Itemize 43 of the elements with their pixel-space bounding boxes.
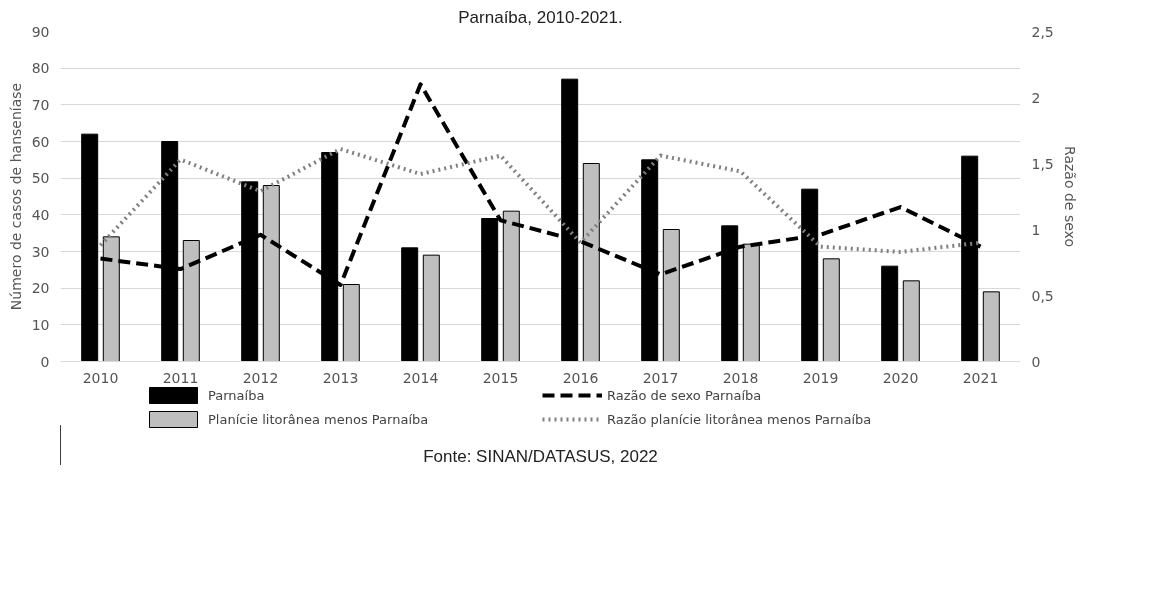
x-tick-label: 2018 — [722, 369, 759, 386]
bar — [982, 291, 1000, 362]
bar — [401, 247, 419, 362]
y2-tick-label: 1,5 — [1031, 155, 1054, 172]
y2-tick-label: 2 — [1031, 89, 1041, 106]
bar — [822, 258, 840, 362]
x-tick-label: 2013 — [322, 369, 359, 386]
y-tick-label: 0 — [40, 353, 50, 370]
y2-axis-title: Razão de sexo — [1061, 146, 1078, 247]
x-tick-label: 2019 — [802, 369, 839, 386]
y-tick-label: 70 — [31, 96, 50, 113]
y-tick-label: 90 — [31, 23, 50, 40]
y-tick-label: 80 — [31, 60, 50, 77]
bar — [881, 265, 899, 362]
chart-title: Parnaíba, 2010-2021. — [458, 7, 623, 27]
x-tick-label: 2020 — [882, 369, 919, 386]
x-tick-label: 2012 — [242, 369, 279, 386]
y-axis-title: Número de casos de hanseníase — [7, 82, 24, 311]
legend-label: Razão de sexo Parnaíba — [607, 387, 763, 403]
bar — [902, 280, 920, 362]
y2-tick-label: 0 — [1031, 353, 1041, 370]
y-tick-label: 20 — [31, 280, 50, 297]
x-tick-label: 2010 — [82, 369, 119, 386]
y2-tick-label: 1 — [1031, 221, 1041, 238]
legend-label: Razão planície litorânea menos Parnaíba — [607, 411, 873, 427]
source-note: Fonte: SINAN/DATASUS, 2022 — [423, 446, 658, 466]
y-tick-label: 40 — [31, 206, 50, 223]
x-tick-label: 2016 — [562, 369, 599, 386]
x-tick-label: 2017 — [642, 369, 679, 386]
legend-label: Parnaíba — [208, 387, 266, 403]
x-tick-label: 2015 — [482, 369, 519, 386]
y2-tick-label: 2,5 — [1031, 23, 1054, 40]
y-tick-label: 10 — [31, 316, 50, 333]
bar — [81, 133, 99, 362]
x-tick-label: 2011 — [162, 369, 199, 386]
y-tick-label: 30 — [31, 243, 50, 260]
x-tick-label: 2014 — [402, 369, 439, 386]
bar — [422, 254, 440, 362]
y-tick-label: 50 — [31, 170, 50, 187]
y-tick-label: 60 — [31, 133, 50, 150]
x-tick-label: 2021 — [962, 369, 999, 386]
legend-label: Planície litorânea menos Parnaíba — [208, 411, 430, 427]
y2-tick-label: 0,5 — [1031, 287, 1054, 304]
